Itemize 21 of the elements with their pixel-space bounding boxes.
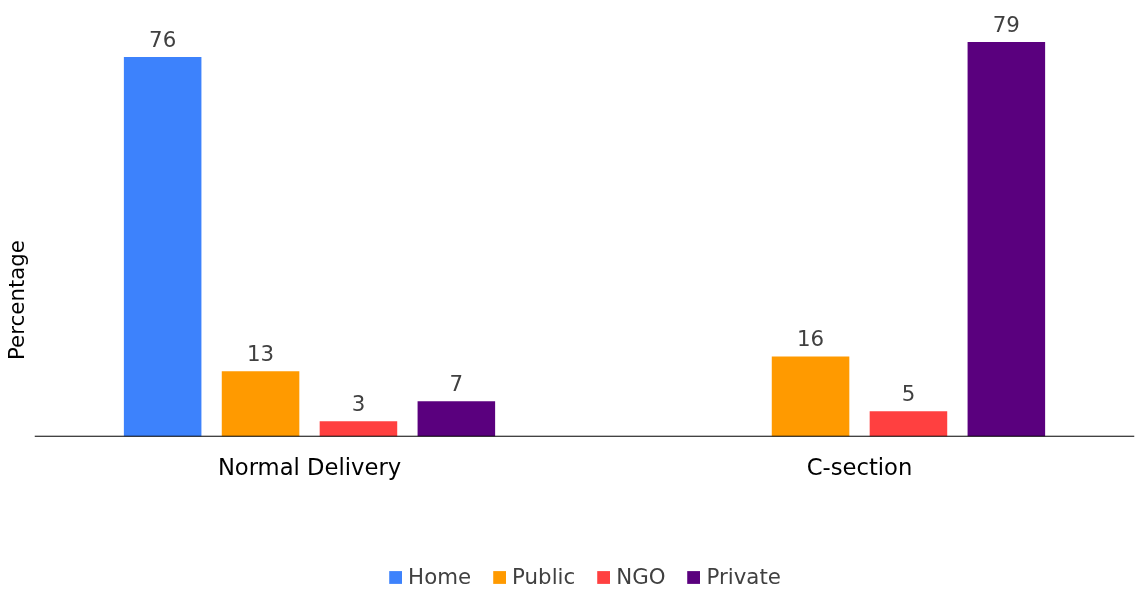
legend-label: Public <box>512 564 576 589</box>
bar <box>123 57 202 437</box>
bar <box>771 356 850 437</box>
bar <box>319 421 398 437</box>
legend-label: NGO <box>616 564 666 589</box>
y-axis-title: Percentage <box>3 240 29 360</box>
legend-label: Home <box>408 564 472 589</box>
bar <box>869 411 948 437</box>
data-label: 79 <box>992 12 1020 38</box>
x-tick-label: Normal Delivery <box>217 454 402 481</box>
data-label: 76 <box>149 27 177 53</box>
data-label: 3 <box>351 391 366 417</box>
bar <box>967 42 1046 437</box>
data-label: 16 <box>796 326 825 352</box>
bar <box>221 371 300 437</box>
data-label: 13 <box>246 341 275 367</box>
bar <box>417 401 496 437</box>
data-label: 5 <box>901 381 916 407</box>
x-tick-label: C-section <box>806 454 913 481</box>
legend-label: Private <box>706 564 781 589</box>
data-label: 7 <box>449 371 464 397</box>
